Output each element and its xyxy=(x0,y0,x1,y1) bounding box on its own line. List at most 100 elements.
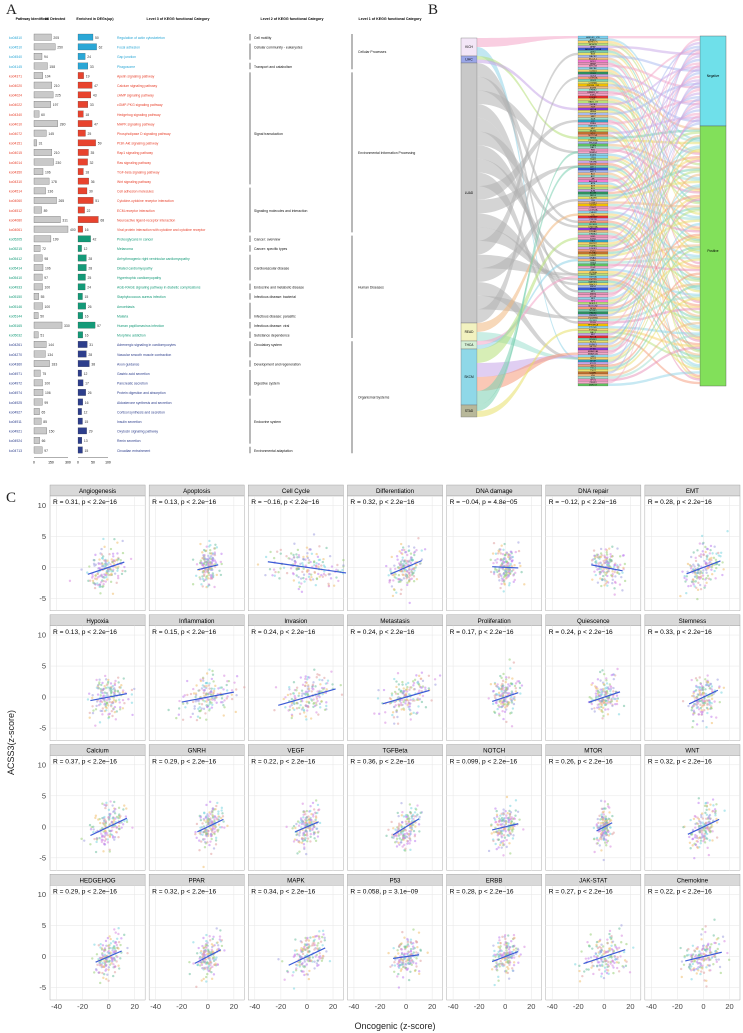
scatter-point xyxy=(292,701,296,704)
scatter-point xyxy=(108,951,111,955)
scatter-point xyxy=(298,821,302,824)
scatter-point xyxy=(112,963,115,966)
all-detected-bar xyxy=(33,91,54,99)
sankey-flow xyxy=(608,168,700,197)
scatter-point xyxy=(208,567,212,570)
facet-stat: R = 0.099, p < 2.2e−16 xyxy=(450,759,518,766)
enriched-value: 47 xyxy=(94,122,98,126)
scatter-point xyxy=(507,561,510,565)
scatter-point xyxy=(704,550,707,554)
scatter-point xyxy=(97,944,101,947)
scatter-point xyxy=(397,841,400,844)
scatter-point xyxy=(495,813,499,817)
enriched-bar xyxy=(77,293,83,300)
scatter-point xyxy=(404,568,408,572)
pathway-id: ko05032 xyxy=(9,334,22,338)
scatter-point xyxy=(699,822,702,825)
all-detected-value: 158 xyxy=(49,65,55,69)
scatter-point xyxy=(424,688,427,692)
scatter-point xyxy=(115,826,118,829)
y-tick-label: -5 xyxy=(39,594,46,603)
scatter-point xyxy=(293,694,296,698)
scatter-point xyxy=(208,687,211,690)
scatter-point xyxy=(706,703,709,706)
scatter-point xyxy=(92,709,95,712)
gene-label: B2M xyxy=(591,190,596,192)
scatter-point xyxy=(279,567,282,570)
scatter-point xyxy=(99,832,103,835)
scatter-point xyxy=(613,570,616,574)
scatter-point xyxy=(101,576,105,579)
scatter-point xyxy=(409,718,412,721)
scatter-point xyxy=(101,971,104,975)
scatter-point xyxy=(692,580,696,583)
scatter-point xyxy=(496,570,499,574)
enriched-bar xyxy=(77,197,94,204)
scatter-point xyxy=(225,683,228,687)
scatter-point xyxy=(105,977,108,981)
gene-label: RAF1 xyxy=(590,146,596,149)
scatter-point xyxy=(412,567,416,571)
scatter-point xyxy=(387,828,390,832)
scatter-point xyxy=(205,560,208,564)
scatter-point xyxy=(126,951,129,955)
scatter-point xyxy=(596,706,599,709)
scatter-point xyxy=(600,700,604,703)
level2-label: Digestive system xyxy=(254,382,280,386)
scatter-point xyxy=(118,701,121,704)
gene-label: ZNF217 xyxy=(589,385,598,387)
scatter-point xyxy=(222,688,225,691)
scatter-point xyxy=(290,697,294,701)
gene-label: JAK1 xyxy=(590,268,596,271)
scatter-point xyxy=(296,964,299,967)
scatter-point xyxy=(271,574,274,577)
all-detected-bar xyxy=(33,216,61,223)
scatter-point xyxy=(717,563,721,567)
scatter-point xyxy=(400,708,403,711)
scatter-point xyxy=(192,692,196,695)
scatter-point xyxy=(320,935,324,939)
scatter-point xyxy=(97,957,100,961)
scatter-point xyxy=(301,564,305,567)
scatter-point xyxy=(303,847,306,851)
gene-label: FAT1 xyxy=(590,240,596,243)
sankey-flow xyxy=(608,40,700,154)
scatter-point xyxy=(308,572,311,576)
pathway-name: Malaria xyxy=(117,314,128,318)
scatter-point xyxy=(213,832,216,836)
scatter-point xyxy=(319,940,323,943)
scatter-point xyxy=(102,976,105,980)
scatter-point xyxy=(713,700,716,703)
scatter-point xyxy=(505,845,508,849)
scatter-point xyxy=(112,698,116,702)
scatter-point xyxy=(607,834,611,837)
scatter-point xyxy=(203,846,207,849)
scatter-point xyxy=(198,709,202,713)
scatter-point xyxy=(489,558,492,562)
scatter-point xyxy=(206,972,209,976)
scatter-point xyxy=(703,832,707,836)
level2-label: Environmental adaptation xyxy=(254,449,293,453)
facet-plot-bg xyxy=(49,885,146,1001)
scatter-point xyxy=(613,563,616,567)
scatter-point xyxy=(98,558,101,561)
scatter-point xyxy=(208,935,211,938)
scatter-point xyxy=(212,973,216,976)
scatter-point xyxy=(601,578,604,581)
enriched-value: 57 xyxy=(97,324,101,328)
scatter-point xyxy=(101,838,105,842)
gene-label: BIRC5B xyxy=(589,66,597,68)
scatter-point xyxy=(397,683,401,686)
scatter-point xyxy=(697,797,701,800)
scatter-point xyxy=(504,822,508,825)
left-node-label: SKCM xyxy=(464,375,474,379)
enriched-bar xyxy=(77,216,99,223)
scatter-point xyxy=(701,542,704,546)
scatter-point xyxy=(202,817,206,821)
scatter-point xyxy=(503,710,507,714)
gene-label: NPM1 xyxy=(590,308,597,310)
all-detected-value: 89 xyxy=(44,209,48,213)
scatter-point xyxy=(713,563,716,566)
scatter-point xyxy=(389,569,392,572)
